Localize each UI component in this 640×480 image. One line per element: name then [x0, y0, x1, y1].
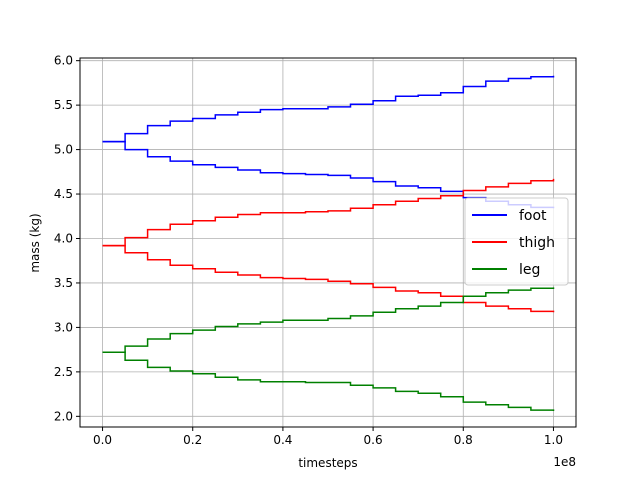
legend: foot thigh leg [464, 197, 569, 286]
series-line-leg [102, 287, 555, 354]
legend-label-leg: leg [519, 262, 540, 278]
y-tick-label: 3.0 [54, 320, 73, 334]
legend-label-foot: foot [519, 208, 547, 224]
legend-label-thigh: thigh [519, 235, 555, 251]
y-tick-label: 2.0 [54, 409, 73, 423]
y-tick-label: 4.0 [54, 231, 73, 245]
y-tick-label: 5.5 [54, 98, 73, 112]
x-axis-offset-text: 1e8 [553, 455, 576, 469]
y-tick-label: 4.5 [54, 187, 73, 201]
x-tick-label: 0.2 [183, 433, 202, 447]
y-tick-label: 6.0 [54, 54, 73, 68]
grid-layer [80, 58, 576, 427]
y-tick-label: 3.5 [54, 276, 73, 290]
x-axis-label: timesteps [298, 456, 357, 470]
tick-layer: 0.0 0.2 0.4 0.6 0.8 1.0 2.0 2.5 3.0 3.5 4.0 4.5 5.0 5… [54, 54, 563, 447]
x-tick-label: 1.0 [544, 433, 563, 447]
legend-box [464, 197, 569, 286]
series-line-series-3 [102, 244, 555, 313]
series-line-series-5 [102, 351, 555, 411]
y-tick-label: 5.0 [54, 143, 73, 157]
x-tick-label: 0.6 [364, 433, 383, 447]
series-line-foot [102, 75, 555, 143]
series-line-thigh [102, 178, 555, 247]
plot-frame [79, 57, 577, 428]
x-tick-label: 0.0 [93, 433, 112, 447]
y-tick-label: 2.5 [54, 365, 73, 379]
x-tick-label: 0.4 [273, 433, 292, 447]
x-tick-label: 0.8 [454, 433, 473, 447]
y-axis-label: mass (kg) [28, 213, 42, 272]
